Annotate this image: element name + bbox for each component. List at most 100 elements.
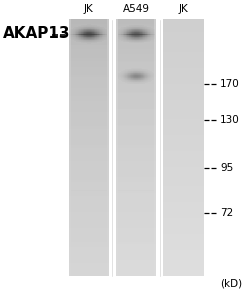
Bar <box>76 29 77 30</box>
Bar <box>145 78 146 79</box>
Bar <box>88 42 89 43</box>
Bar <box>70 33 71 34</box>
Bar <box>154 37 155 38</box>
Bar <box>148 72 149 73</box>
Bar <box>136 32 137 33</box>
Bar <box>147 39 148 40</box>
Bar <box>69 58 109 61</box>
Bar <box>81 31 82 32</box>
Bar <box>118 216 154 220</box>
Bar <box>82 32 83 33</box>
Bar <box>140 35 141 36</box>
Bar <box>128 76 129 77</box>
Bar <box>87 40 88 41</box>
Bar <box>69 154 109 158</box>
Bar <box>144 73 145 74</box>
Bar <box>119 76 120 77</box>
Bar <box>141 74 142 75</box>
Bar <box>138 37 139 38</box>
Bar <box>148 73 149 74</box>
Bar <box>138 29 139 30</box>
Bar <box>69 160 109 164</box>
Bar <box>102 35 103 36</box>
Bar <box>86 36 87 37</box>
Bar <box>148 28 149 29</box>
Bar <box>90 39 91 40</box>
Bar <box>141 42 142 43</box>
Bar <box>76 33 77 34</box>
Bar <box>151 76 152 77</box>
Bar <box>122 78 123 79</box>
Bar <box>71 62 107 67</box>
Bar <box>148 79 149 80</box>
Bar <box>144 27 145 28</box>
Bar <box>163 209 204 212</box>
Bar <box>71 156 107 161</box>
Bar <box>131 37 132 38</box>
Bar <box>69 189 109 193</box>
Bar <box>163 109 204 112</box>
Bar <box>123 76 124 77</box>
Bar <box>120 79 121 80</box>
Bar <box>134 41 135 42</box>
Bar <box>142 37 143 38</box>
Bar <box>142 29 143 30</box>
Bar <box>132 34 133 35</box>
Bar <box>138 41 139 42</box>
Bar <box>94 29 95 30</box>
Bar <box>147 81 148 82</box>
Bar <box>88 41 89 42</box>
Bar <box>163 52 204 55</box>
Bar <box>78 32 79 33</box>
Bar <box>142 40 143 41</box>
Bar <box>71 178 107 182</box>
Bar <box>135 34 136 35</box>
Bar <box>69 250 109 254</box>
Bar <box>129 35 130 36</box>
Bar <box>142 36 143 37</box>
Bar <box>101 31 102 32</box>
Bar <box>71 79 107 84</box>
Bar <box>99 38 100 39</box>
Bar <box>71 268 107 272</box>
Bar <box>124 33 125 34</box>
Bar <box>148 78 149 79</box>
Bar <box>146 32 147 33</box>
Bar <box>72 34 73 35</box>
Bar <box>84 30 85 31</box>
Bar <box>119 78 120 79</box>
Bar <box>94 27 95 28</box>
Bar <box>151 37 152 38</box>
Bar <box>154 30 155 31</box>
Bar <box>124 77 125 78</box>
Bar <box>121 79 122 80</box>
Bar <box>125 41 126 42</box>
Bar <box>116 215 156 218</box>
Bar <box>116 122 156 125</box>
Bar <box>116 119 156 122</box>
Bar <box>116 90 156 93</box>
Bar <box>93 33 94 34</box>
Bar <box>79 28 80 29</box>
Bar <box>140 28 141 29</box>
Bar <box>124 32 125 33</box>
Bar <box>149 29 150 30</box>
Bar <box>154 38 155 39</box>
Bar <box>136 35 137 36</box>
Bar <box>116 177 156 180</box>
Bar <box>71 31 72 32</box>
Bar <box>118 263 154 268</box>
Bar <box>137 30 138 31</box>
Bar <box>87 42 88 43</box>
Bar <box>133 38 134 39</box>
Bar <box>152 38 153 39</box>
Bar <box>126 41 127 42</box>
Bar <box>124 34 125 35</box>
Bar <box>69 87 109 90</box>
Bar <box>152 77 153 78</box>
Bar <box>142 32 143 33</box>
Bar <box>135 73 136 74</box>
Bar <box>88 34 89 35</box>
Bar <box>128 73 129 74</box>
Bar <box>121 37 122 38</box>
